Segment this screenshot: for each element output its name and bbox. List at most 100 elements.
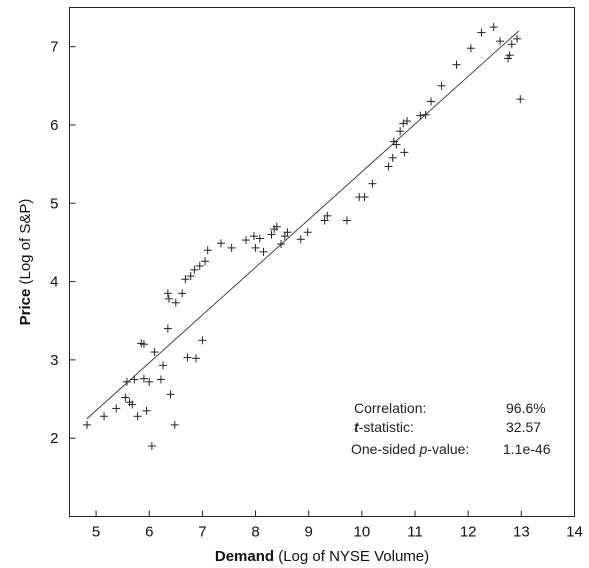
t-statistic-value: 32.57 [506, 419, 541, 435]
correlation-value: 96.6% [506, 400, 546, 416]
data-point [303, 228, 312, 237]
data-point [145, 377, 154, 386]
data-point [192, 354, 201, 363]
data-point [251, 243, 260, 252]
data-point [203, 246, 212, 255]
data-point [147, 442, 156, 451]
data-point [112, 404, 121, 413]
x-axis-title: Demand (Log of NYSE Volume) [215, 548, 429, 565]
data-point [323, 211, 332, 220]
y-axis-ticks: 2 3 4 5 6 7 [50, 39, 76, 447]
data-point [163, 324, 172, 333]
data-point [255, 234, 264, 243]
data-point [259, 247, 268, 256]
data-point [368, 179, 377, 188]
data-point [190, 265, 199, 274]
data-point [139, 374, 148, 383]
data-point [241, 236, 250, 245]
x-tick-label: 9 [305, 524, 313, 541]
data-point [198, 336, 207, 345]
y-axis-title: Price (Log of S&P) [17, 199, 34, 326]
data-point [489, 23, 498, 32]
data-point [201, 257, 210, 266]
t-statistic-label-t: t [354, 419, 360, 435]
data-point [342, 216, 351, 225]
data-point [388, 153, 397, 162]
y-axis-title-rest: (Log of S&P) [17, 199, 34, 285]
data-point [513, 34, 522, 43]
data-point [477, 28, 486, 37]
t-statistic-label-rest: -statistic: [359, 419, 414, 435]
data-point [496, 37, 505, 46]
data-point [130, 375, 139, 384]
data-point [195, 261, 204, 270]
data-point [159, 361, 168, 370]
data-point [421, 110, 430, 119]
data-point [178, 289, 187, 298]
x-tick-label: 12 [460, 524, 477, 541]
x-tick-label: 5 [92, 524, 100, 541]
y-tick-label: 7 [50, 39, 58, 56]
data-point [426, 97, 435, 106]
y-tick-label: 4 [50, 274, 58, 291]
data-point [163, 289, 172, 298]
y-axis-title-bold: Price [17, 289, 34, 326]
data-point [171, 298, 180, 307]
data-point [150, 348, 159, 357]
data-point [452, 60, 461, 69]
data-point [121, 393, 130, 402]
data-point [516, 95, 525, 104]
y-tick-label: 5 [50, 195, 58, 212]
x-axis-title-rest: (Log of NYSE Volume) [278, 548, 429, 565]
p-value-value: 1.1e-46 [503, 441, 551, 457]
data-point [400, 148, 409, 157]
data-point [100, 412, 109, 421]
fit-line [86, 30, 519, 419]
data-point [186, 272, 195, 281]
p-value-label-rest: -value: [427, 441, 469, 457]
y-tick-label: 6 [50, 117, 58, 134]
data-point [360, 193, 369, 202]
y-tick-label: 3 [50, 352, 58, 369]
p-value-label-pre: One-sided [351, 441, 419, 457]
data-point [272, 222, 281, 231]
x-tick-label: 13 [513, 524, 530, 541]
x-tick-label: 7 [198, 524, 206, 541]
p-value-label-p: p [418, 441, 427, 457]
data-point [181, 275, 190, 284]
data-point [249, 232, 258, 241]
data-point [183, 353, 192, 362]
data-point [170, 420, 179, 429]
data-point [505, 51, 514, 60]
stats-annotation: Correlation: 96.6% t-statistic: 32.57 On… [351, 400, 551, 457]
plot-frame [69, 7, 575, 517]
data-point [142, 406, 151, 415]
data-point [267, 230, 276, 239]
data-point [133, 412, 142, 421]
p-value-label: One-sided p-value: [351, 441, 469, 457]
data-point [166, 390, 175, 399]
data-point [507, 40, 516, 49]
data-point [217, 239, 225, 248]
x-tick-label: 8 [251, 524, 259, 541]
x-axis-ticks: 5 6 7 8 9 10 11 12 13 14 [92, 510, 583, 541]
data-point [122, 377, 131, 386]
data-point [384, 162, 393, 171]
data-point [437, 81, 446, 90]
data-point [296, 235, 305, 244]
data-point [403, 117, 412, 126]
data-point [164, 294, 173, 303]
data-point [320, 216, 329, 225]
data-points [83, 23, 525, 451]
data-point [277, 239, 286, 248]
data-point [416, 111, 425, 120]
x-tick-label: 14 [566, 524, 583, 541]
data-point [128, 400, 137, 409]
t-statistic-label: t-statistic: [354, 419, 414, 435]
x-axis-title-bold: Demand [215, 548, 274, 565]
data-point [466, 44, 475, 53]
x-tick-label: 10 [354, 524, 371, 541]
data-point [139, 340, 148, 349]
data-point [83, 420, 92, 429]
